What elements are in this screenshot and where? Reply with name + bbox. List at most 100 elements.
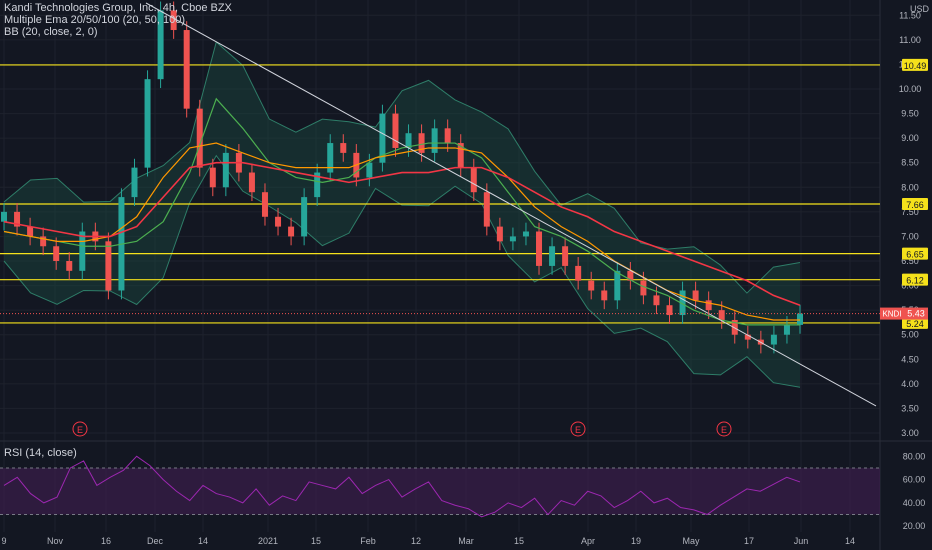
candle-body: [483, 192, 490, 227]
candle-body: [1, 211, 7, 222]
level-badge-label: 6.12: [906, 276, 924, 286]
candle-body: [744, 334, 751, 340]
candle-body: [575, 265, 582, 281]
candle-body: [40, 236, 47, 247]
price-tick-label: 11.50: [899, 10, 921, 20]
candle-body: [66, 261, 73, 271]
bb-lower-line: [3, 154, 801, 388]
candle-body: [79, 231, 86, 271]
candle-body: [379, 113, 386, 163]
time-tick-label: 2021: [258, 536, 278, 546]
candle-body: [327, 143, 334, 173]
time-axis[interactable]: 9 Nov 16 Dec 14 2021 15 Feb 12 Mar 15 Apr 19 May 17 Jun…: [1, 536, 855, 546]
time-tick-label: May: [682, 536, 700, 546]
price-tick-label: 8.50: [901, 158, 919, 168]
time-tick-label: 19: [631, 536, 641, 546]
candle-body: [692, 290, 699, 301]
time-tick-label: 9: [1, 536, 6, 546]
level-badge-label: 10.49: [904, 61, 927, 71]
rsi-tick-label: 40.00: [903, 498, 926, 508]
rsi-indicator-label[interactable]: RSI (14, close): [4, 447, 77, 459]
currency-label: USD: [909, 4, 929, 14]
rsi-line: [3, 455, 801, 518]
level-badge-label: 5.24: [906, 319, 924, 329]
ema-indicator-label[interactable]: Multiple Ema 20/50/100 (20, 50, 100): [4, 14, 186, 26]
time-tick-label: Nov: [47, 536, 64, 546]
candle-body: [275, 216, 282, 227]
candle-body: [444, 128, 451, 144]
level-badge-label: 6.65: [906, 250, 924, 260]
earnings-marker-label: E: [77, 425, 83, 435]
candle-body: [549, 246, 556, 266]
price-tick-label: 9.00: [901, 133, 919, 143]
price-tick-label: 7.00: [901, 231, 919, 241]
rsi-tick-label: 20.00: [903, 521, 926, 531]
price-tick-label: 4.00: [901, 379, 919, 389]
price-tick-label: 11.00: [899, 35, 921, 45]
trendline[interactable]: [145, 2, 877, 407]
time-tick-label: 14: [198, 536, 208, 546]
price-tick-label: 4.50: [901, 354, 919, 364]
candle-body: [718, 310, 725, 320]
level-badge: [902, 247, 928, 260]
price-tick-label: 9.50: [901, 109, 919, 119]
candle-body: [301, 197, 308, 237]
candle-body: [731, 319, 738, 335]
candle-body: [27, 226, 34, 237]
level-badge: [902, 316, 928, 329]
candle-body: [170, 10, 177, 31]
price-tick-label: 6.50: [901, 256, 919, 266]
rsi-tick-label: 80.00: [903, 451, 926, 461]
level-badge: [902, 197, 928, 210]
candle-body: [496, 226, 503, 242]
time-tick-label: 17: [744, 536, 754, 546]
bb-fill: [4, 42, 800, 388]
price-tick-label: 3.00: [901, 428, 919, 438]
level-badge: [902, 58, 928, 71]
candle-body: [536, 231, 543, 266]
candle-body: [366, 162, 373, 178]
candle-body: [248, 172, 255, 193]
time-tick-label: 16: [101, 536, 111, 546]
time-tick-label: Dec: [147, 536, 164, 546]
price-tick-label: 3.50: [901, 403, 919, 413]
candle-body: [601, 290, 608, 301]
time-tick-label: Jun: [794, 536, 809, 546]
chart-legend: Kandi Technologies Group, Inc., 4h, Cboe…: [4, 2, 232, 38]
candle-body: [53, 246, 60, 261]
time-tick-label: 14: [845, 536, 855, 546]
bb-indicator-label[interactable]: BB (20, close, 2, 0): [4, 26, 98, 38]
earnings-marker: [72, 421, 88, 437]
candle-body: [288, 226, 295, 237]
candle-body: [666, 305, 673, 316]
time-tick-label: 12: [411, 536, 421, 546]
last-price-label: 5.43: [907, 309, 925, 319]
candle-body: [627, 270, 634, 281]
time-tick-label: Mar: [458, 536, 474, 546]
price-tick-label: 5.00: [901, 330, 919, 340]
ticker-badge-label: KNDI: [882, 310, 901, 319]
candle-body: [522, 231, 529, 237]
symbol-title[interactable]: Kandi Technologies Group, Inc., 4h, Cboe…: [4, 2, 232, 14]
last-price-badge: [904, 307, 928, 320]
candle-body: [679, 290, 686, 316]
candle-body: [640, 280, 647, 296]
candle-body: [418, 133, 425, 153]
candle-body: [405, 133, 412, 148]
candle-body: [653, 295, 660, 306]
ema20-line: [3, 97, 800, 326]
candle-body: [770, 334, 777, 345]
candle-body: [105, 241, 112, 291]
ema100-line: [3, 161, 801, 306]
time-tick-label: 15: [514, 536, 524, 546]
candle-body: [14, 211, 21, 227]
candle-body: [705, 300, 712, 311]
candle-body: [314, 172, 321, 198]
price-tick-label: 7.50: [901, 207, 919, 217]
candle-body: [431, 128, 438, 153]
price-badges: 10.49 7.66 6.65 6.12 5.24 KNDI 5.43: [0, 58, 928, 329]
candle-body: [261, 192, 268, 217]
ticker-badge: [880, 307, 904, 320]
